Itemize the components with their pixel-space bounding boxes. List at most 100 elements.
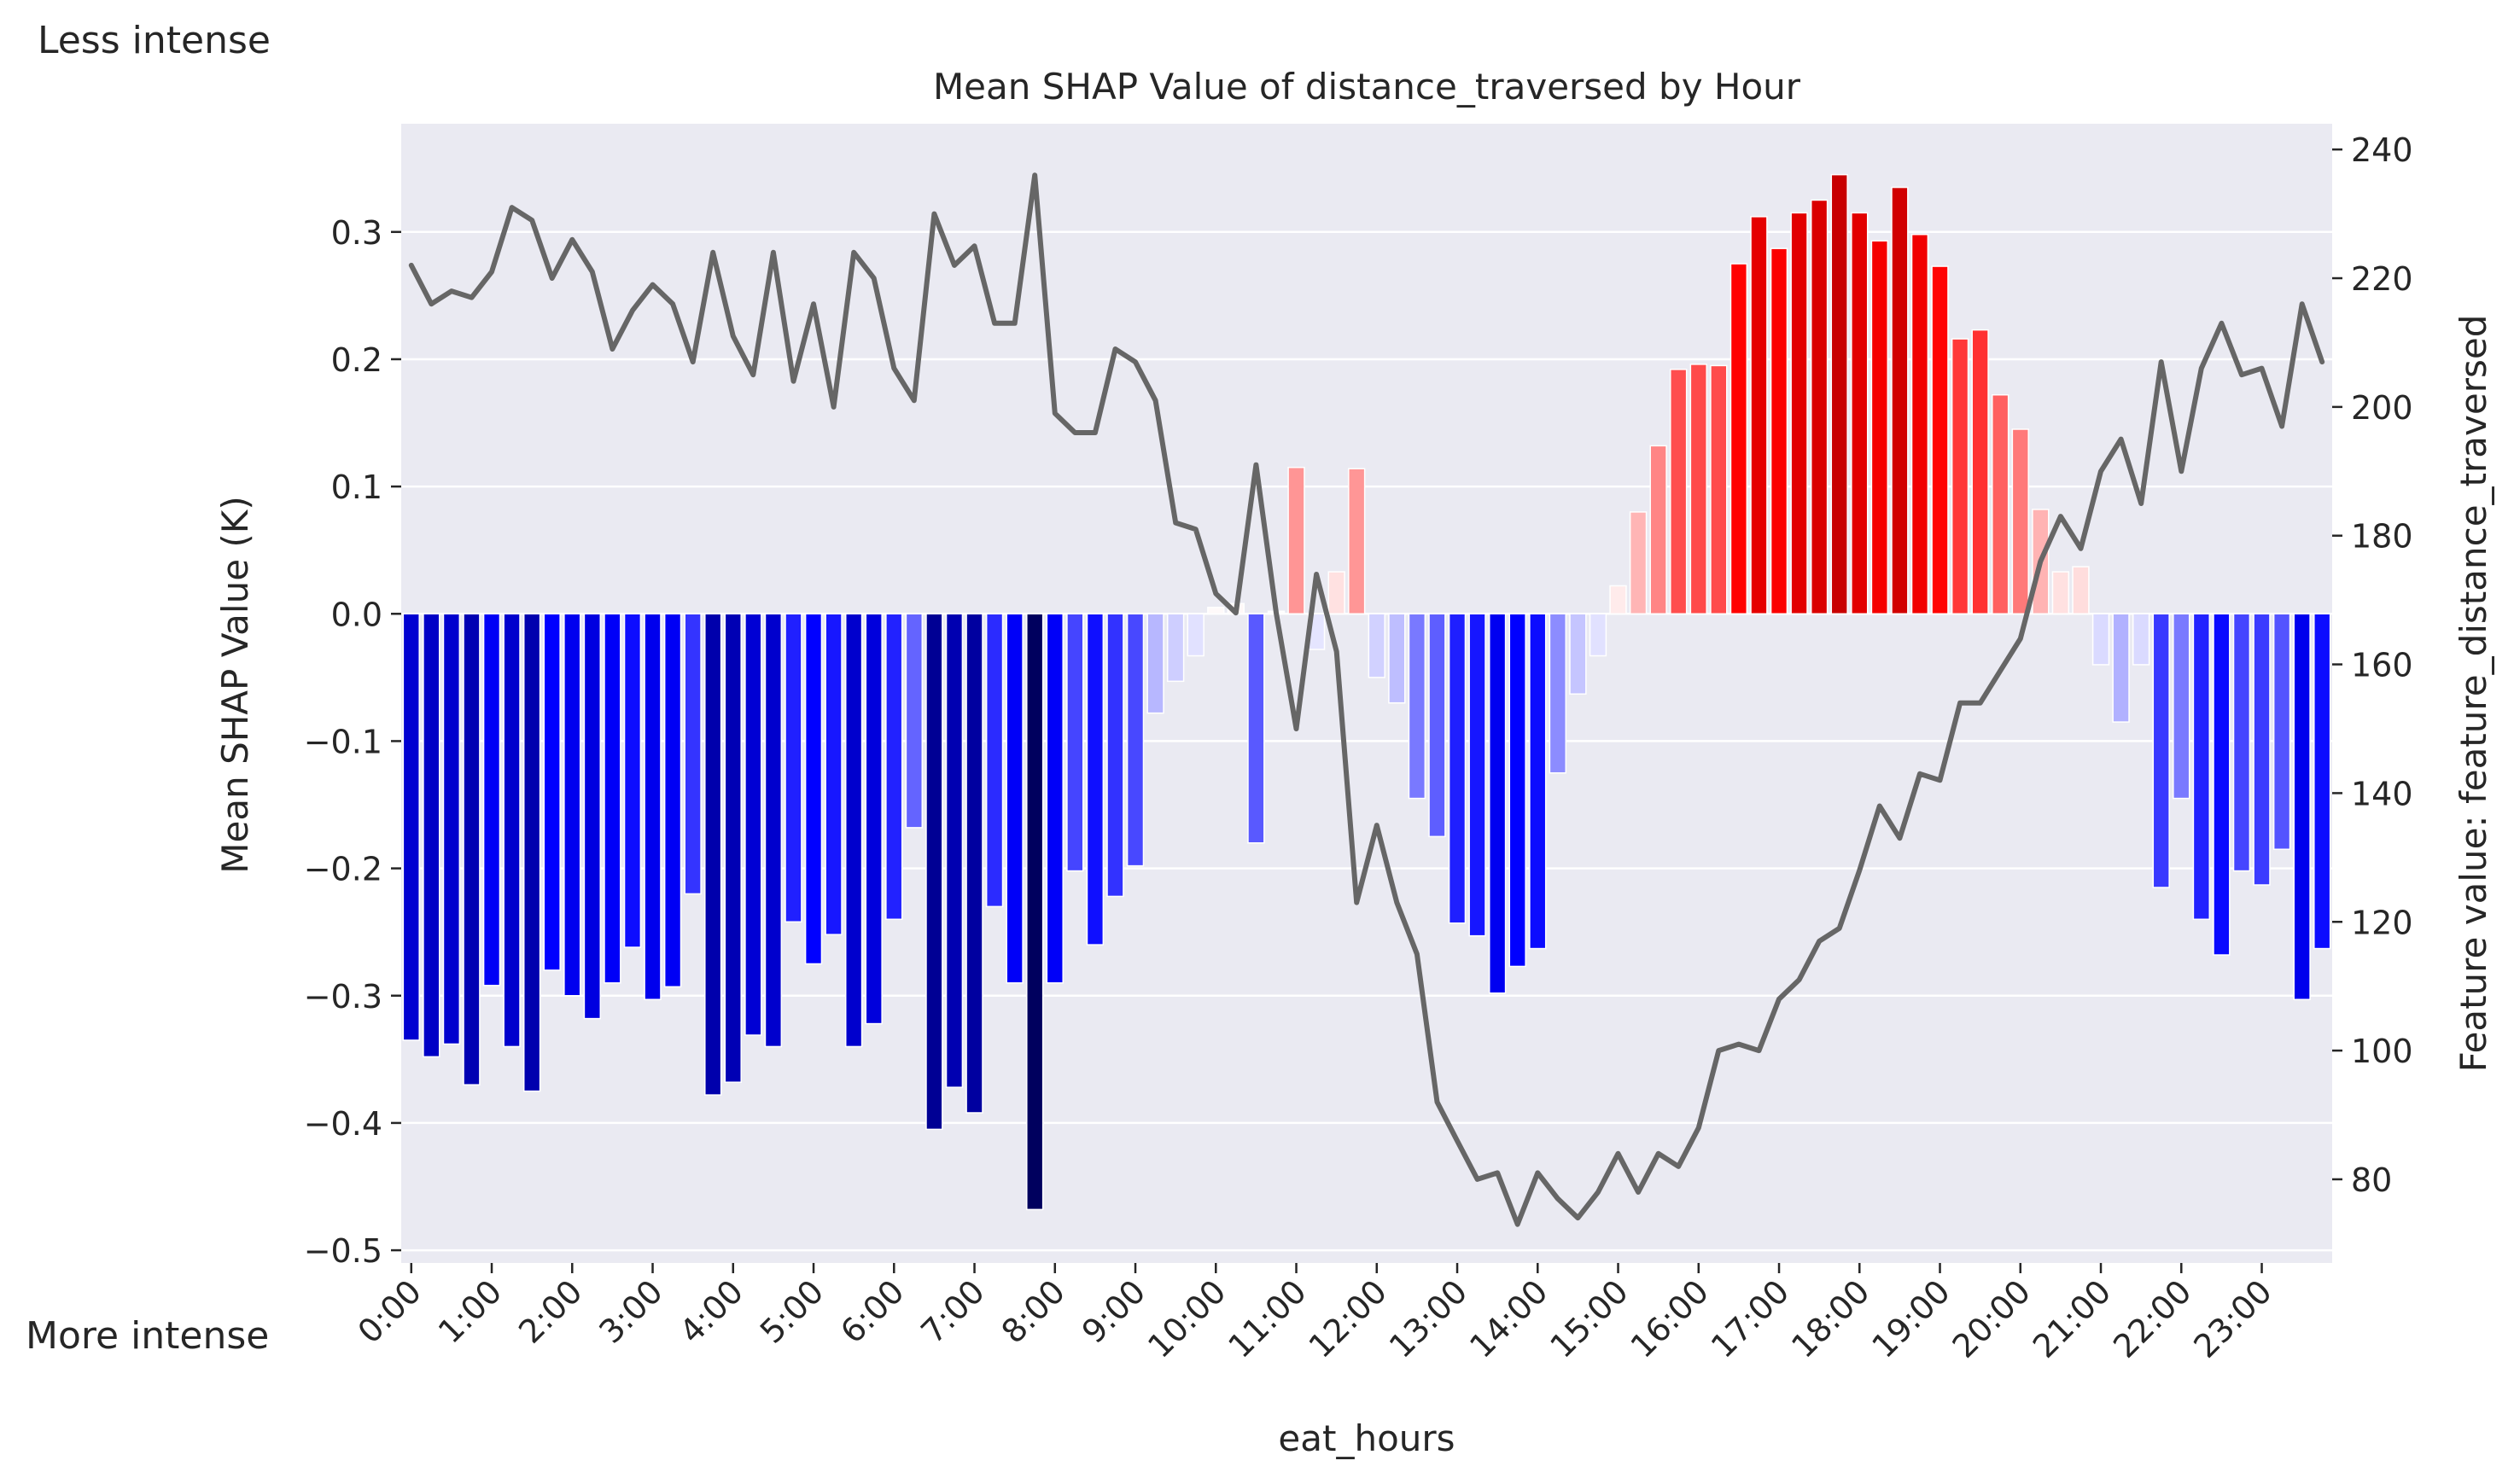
bar — [644, 613, 662, 1000]
bar — [1851, 212, 1869, 615]
x-tick-label: 13:00 — [1382, 1272, 1475, 1365]
less-intense-note: Less intense — [38, 19, 271, 62]
bar — [663, 613, 682, 988]
y-tick-label: −0.4 — [304, 1105, 382, 1143]
chart-title: Mean SHAP Value of distance_traversed by… — [933, 66, 1801, 108]
x-tick-label: 18:00 — [1784, 1272, 1877, 1365]
bar — [785, 613, 802, 922]
y2-tick-label: 140 — [2351, 775, 2413, 812]
bar — [1710, 364, 1728, 615]
bar — [1046, 613, 1064, 984]
x-tick-label: 6:00 — [833, 1272, 911, 1350]
bar — [402, 613, 420, 1041]
bar — [1750, 216, 1768, 615]
x-tick-label: 4:00 — [673, 1272, 750, 1350]
y-tick-label: 0.0 — [331, 596, 382, 633]
y-tick-label: 0.2 — [331, 341, 382, 379]
y2-tick-label: 100 — [2351, 1033, 2413, 1070]
y2-tick-label: 240 — [2351, 131, 2413, 169]
x-tick-label: 0:00 — [351, 1272, 429, 1350]
bar — [482, 613, 501, 986]
bar — [965, 613, 983, 1114]
bar — [1589, 613, 1607, 657]
bar — [1066, 613, 1084, 872]
bar — [1870, 240, 1889, 615]
bar — [1368, 613, 1385, 678]
bar — [804, 613, 823, 965]
y-tick-label: −0.1 — [304, 723, 382, 760]
y2-tick-label: 120 — [2351, 904, 2413, 941]
bar — [1629, 511, 1648, 615]
bar — [623, 613, 642, 948]
bar — [1931, 265, 1949, 615]
y-tick-label: 0.1 — [331, 468, 382, 506]
bar — [1428, 613, 1446, 838]
bar — [1146, 613, 1164, 714]
x-tick-label: 21:00 — [2026, 1272, 2119, 1365]
bar — [1689, 364, 1707, 615]
bar — [563, 613, 581, 997]
feature-line-layer — [408, 172, 2325, 1227]
bar — [2192, 613, 2211, 921]
bar — [604, 613, 621, 984]
bar — [2011, 428, 2029, 615]
bar — [1729, 263, 1748, 615]
bar — [1951, 338, 1969, 615]
bar — [1569, 613, 1587, 695]
bar — [442, 613, 461, 1045]
x-tick-label: 17:00 — [1704, 1272, 1797, 1365]
bar — [1086, 613, 1105, 946]
bar — [1106, 613, 1124, 898]
bar — [1549, 613, 1567, 774]
x-tick-label: 7:00 — [913, 1272, 991, 1350]
bar — [925, 613, 943, 1131]
bar — [764, 613, 783, 1048]
bar — [1006, 613, 1024, 984]
bar — [1247, 613, 1265, 844]
bar — [1488, 613, 1507, 994]
y-tick-label: −0.3 — [304, 978, 382, 1016]
bar — [2132, 613, 2150, 666]
bar — [825, 613, 843, 935]
bar — [1830, 173, 1848, 615]
bar — [463, 613, 481, 1085]
bar — [2173, 613, 2190, 800]
bar — [583, 613, 602, 1020]
bar — [2232, 613, 2251, 872]
bar — [522, 613, 541, 1092]
bar — [2112, 613, 2130, 723]
bar — [1448, 613, 1467, 924]
x-tick-label: 16:00 — [1624, 1272, 1717, 1365]
bar — [1468, 613, 1486, 937]
x-tick-label: 1:00 — [431, 1272, 509, 1350]
bar — [2313, 613, 2331, 950]
bar — [1166, 613, 1185, 683]
bar — [1187, 613, 1205, 657]
bar — [1971, 329, 1989, 615]
bar — [1770, 247, 1788, 615]
y-tick-label: −0.5 — [304, 1232, 382, 1270]
bar — [1910, 234, 1929, 615]
bar — [2072, 566, 2090, 615]
y2-tick-label: 160 — [2351, 647, 2413, 684]
bar — [2213, 613, 2231, 956]
bar — [1649, 445, 1667, 615]
x-tick-label: 14:00 — [1462, 1272, 1555, 1365]
bar — [2152, 613, 2170, 888]
bar — [844, 613, 863, 1048]
y2-axis-label: Feature value: feature_distance_traverse… — [2453, 315, 2494, 1073]
x-tick-label: 15:00 — [1543, 1272, 1636, 1365]
bar — [423, 613, 440, 1058]
bar — [2051, 571, 2070, 615]
y2-tick-label: 200 — [2351, 389, 2413, 427]
bar — [1670, 369, 1688, 615]
bar — [1126, 613, 1145, 867]
y2-tick-label: 220 — [2351, 260, 2413, 298]
bar — [1327, 571, 1345, 615]
bar — [905, 613, 924, 829]
x-tick-label: 8:00 — [995, 1272, 1072, 1350]
bar — [1287, 466, 1305, 615]
y-axis-label: Mean SHAP Value (K) — [214, 496, 256, 873]
bars — [402, 173, 2331, 1211]
